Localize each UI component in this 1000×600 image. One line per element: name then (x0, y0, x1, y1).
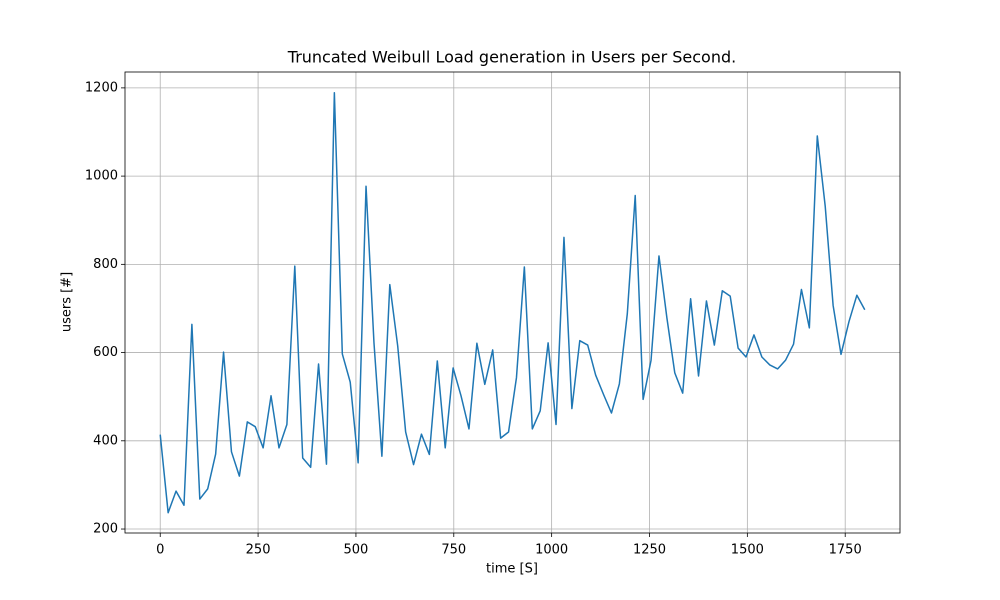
x-tick-label: 1000 (535, 543, 568, 558)
x-tick-label: 1500 (731, 543, 764, 558)
x-tick-label: 250 (246, 543, 271, 558)
y-tick-label: 400 (93, 433, 118, 448)
y-tick-label: 1200 (85, 80, 118, 95)
x-tick-label: 500 (344, 543, 369, 558)
plot-frame (124, 71, 901, 534)
y-tick-label: 600 (93, 345, 118, 360)
x-axis-label: time [S] (486, 562, 538, 577)
x-tick-label: 1750 (829, 543, 862, 558)
chart-title: Truncated Weibull Load generation in Use… (287, 48, 736, 67)
y-axis-label: users [#] (60, 272, 75, 332)
x-tick-label: 750 (441, 543, 466, 558)
x-tick-label: 1250 (633, 543, 666, 558)
y-tick-label: 200 (93, 522, 118, 537)
data-line (159, 91, 866, 514)
x-tick-label: 0 (156, 543, 164, 558)
y-tick-label: 1000 (85, 169, 118, 184)
y-tick-label: 800 (93, 257, 118, 272)
